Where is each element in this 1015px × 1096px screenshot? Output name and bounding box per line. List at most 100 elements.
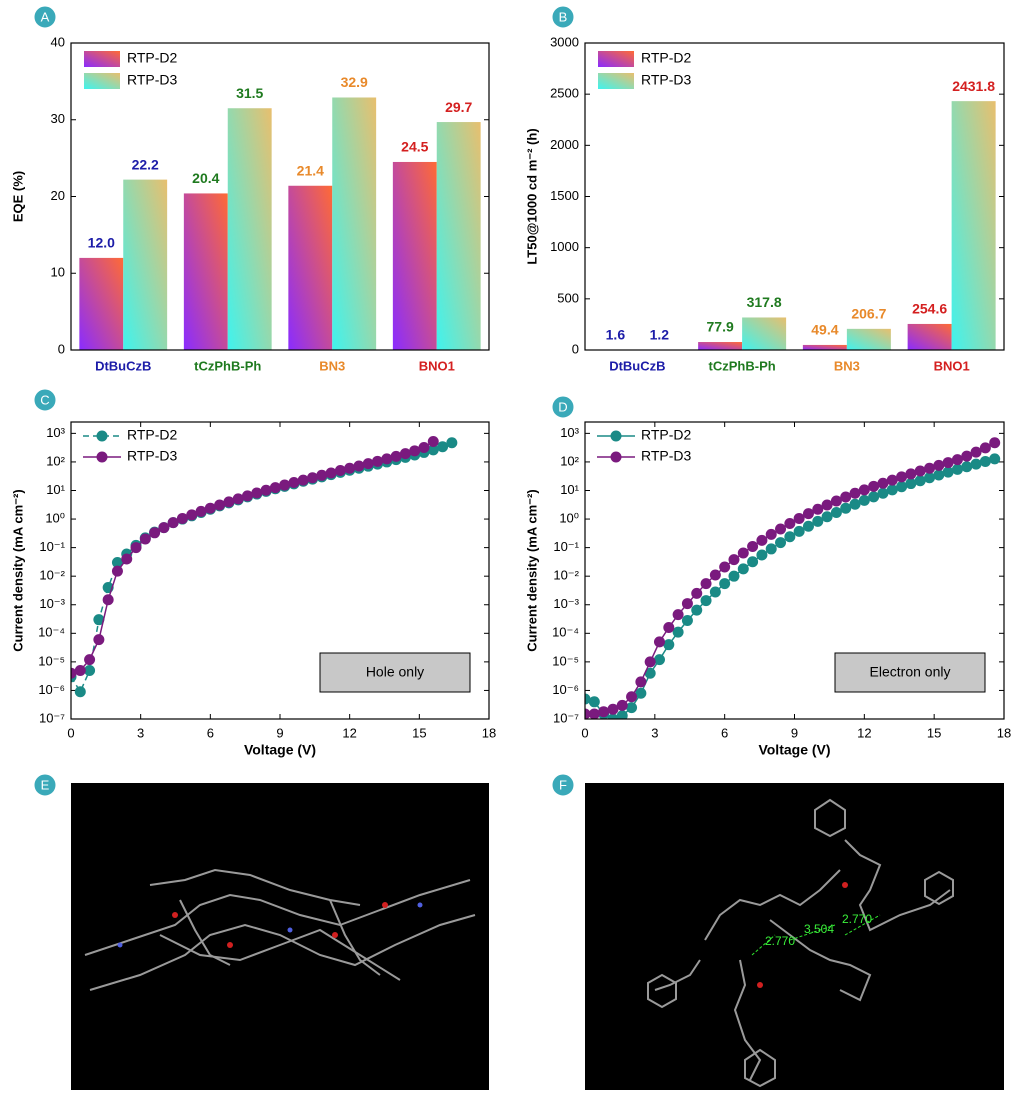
data-point bbox=[942, 466, 954, 478]
data-point bbox=[344, 462, 356, 474]
data-point bbox=[307, 472, 319, 484]
value-label: 206.7 bbox=[851, 306, 886, 322]
data-point bbox=[74, 664, 86, 676]
value-label: 24.5 bbox=[401, 139, 428, 155]
x-tick-label: 9 bbox=[276, 725, 283, 740]
y-tick-label: 20 bbox=[51, 188, 65, 203]
nitrogen-atoms bbox=[117, 902, 423, 948]
data-point bbox=[719, 561, 731, 573]
data-point bbox=[626, 691, 638, 703]
data-point bbox=[737, 547, 749, 559]
data-point bbox=[635, 676, 647, 688]
data-point bbox=[585, 708, 591, 719]
panel-label: A bbox=[41, 9, 50, 24]
data-point bbox=[607, 713, 619, 719]
data-point bbox=[821, 511, 833, 523]
panel-label: F bbox=[559, 777, 567, 792]
data-point bbox=[204, 502, 216, 514]
bar bbox=[332, 97, 377, 351]
data-point bbox=[288, 477, 300, 489]
data-point bbox=[933, 469, 945, 481]
bar bbox=[123, 179, 168, 350]
legend-label: RTP-D2 bbox=[127, 50, 178, 66]
data-point bbox=[251, 487, 263, 499]
value-label: 2431.8 bbox=[952, 78, 995, 94]
legend-swatch bbox=[84, 51, 120, 67]
plot-frame bbox=[70, 42, 490, 351]
data-point bbox=[961, 461, 973, 473]
data-point bbox=[176, 512, 188, 524]
x-tick-label: BNO1 bbox=[934, 358, 970, 373]
y-tick-label: 10⁰ bbox=[45, 510, 65, 525]
y-tick-label: 10³ bbox=[46, 425, 65, 440]
y-tick-label: 10⁻² bbox=[553, 568, 579, 583]
distance-label: 3.504 bbox=[804, 922, 834, 936]
data-point bbox=[381, 453, 393, 465]
y-tick-label: 10⁻¹ bbox=[553, 539, 579, 554]
value-label: 1.6 bbox=[606, 327, 626, 343]
data-point bbox=[691, 604, 703, 616]
data-point bbox=[390, 450, 402, 462]
data-point bbox=[979, 455, 991, 467]
data-point bbox=[121, 553, 133, 565]
data-point bbox=[896, 471, 908, 483]
data-point bbox=[653, 636, 665, 648]
data-point bbox=[905, 478, 917, 490]
annotation: Hole only bbox=[366, 664, 424, 680]
x-tick-label: DtBuCzB bbox=[95, 358, 151, 373]
y-tick-label: 10⁻³ bbox=[553, 596, 579, 611]
data-point bbox=[765, 543, 777, 555]
bar bbox=[951, 101, 996, 350]
y-tick-label: 2500 bbox=[550, 86, 579, 101]
x-tick-label: 12 bbox=[342, 725, 356, 740]
data-point bbox=[700, 595, 712, 607]
data-point bbox=[418, 442, 430, 454]
plot-area bbox=[71, 435, 458, 698]
x-tick-label: 6 bbox=[207, 725, 214, 740]
data-point bbox=[93, 634, 105, 646]
legend-swatch bbox=[598, 73, 634, 89]
plot-frame bbox=[70, 421, 490, 720]
data-point bbox=[84, 664, 96, 676]
y-tick-label: 3000 bbox=[550, 34, 579, 49]
data-point bbox=[427, 435, 439, 447]
legend-label: RTP-D3 bbox=[641, 72, 692, 88]
value-label: 21.4 bbox=[297, 162, 324, 178]
x-tick-label: BN3 bbox=[834, 358, 860, 373]
x-tick-label: 15 bbox=[927, 725, 941, 740]
data-point bbox=[241, 490, 253, 502]
legend-marker bbox=[610, 451, 622, 463]
annotation: Electron only bbox=[870, 664, 951, 680]
panel-badge bbox=[551, 773, 575, 797]
bar bbox=[907, 323, 952, 350]
data-point bbox=[102, 594, 114, 606]
data-point bbox=[775, 523, 787, 535]
data-point bbox=[626, 702, 638, 714]
oxygen-atoms bbox=[172, 902, 388, 948]
bar bbox=[436, 122, 481, 351]
panel-badge bbox=[33, 773, 57, 797]
x-tick-label: 18 bbox=[482, 725, 496, 740]
data-point bbox=[849, 487, 861, 499]
data-point bbox=[353, 460, 365, 472]
panel-badge bbox=[551, 5, 575, 29]
data-point bbox=[951, 463, 963, 475]
y-tick-label: 10⁻⁶ bbox=[38, 682, 65, 697]
data-point bbox=[214, 499, 226, 511]
panel-label: E bbox=[41, 777, 50, 792]
data-point bbox=[111, 557, 123, 569]
x-tick-label: 3 bbox=[137, 725, 144, 740]
data-point bbox=[427, 444, 439, 456]
data-point bbox=[886, 474, 898, 486]
data-point bbox=[681, 615, 693, 627]
legend-marker bbox=[96, 430, 108, 442]
data-point bbox=[588, 708, 600, 719]
x-tick-label: tCzPhB-Ph bbox=[194, 358, 261, 373]
data-point bbox=[644, 667, 656, 679]
data-point bbox=[588, 696, 600, 708]
legend-label: RTP-D2 bbox=[641, 427, 692, 443]
data-point bbox=[446, 437, 458, 449]
data-point bbox=[672, 609, 684, 621]
value-label: 49.4 bbox=[811, 322, 838, 338]
data-point bbox=[74, 686, 86, 698]
